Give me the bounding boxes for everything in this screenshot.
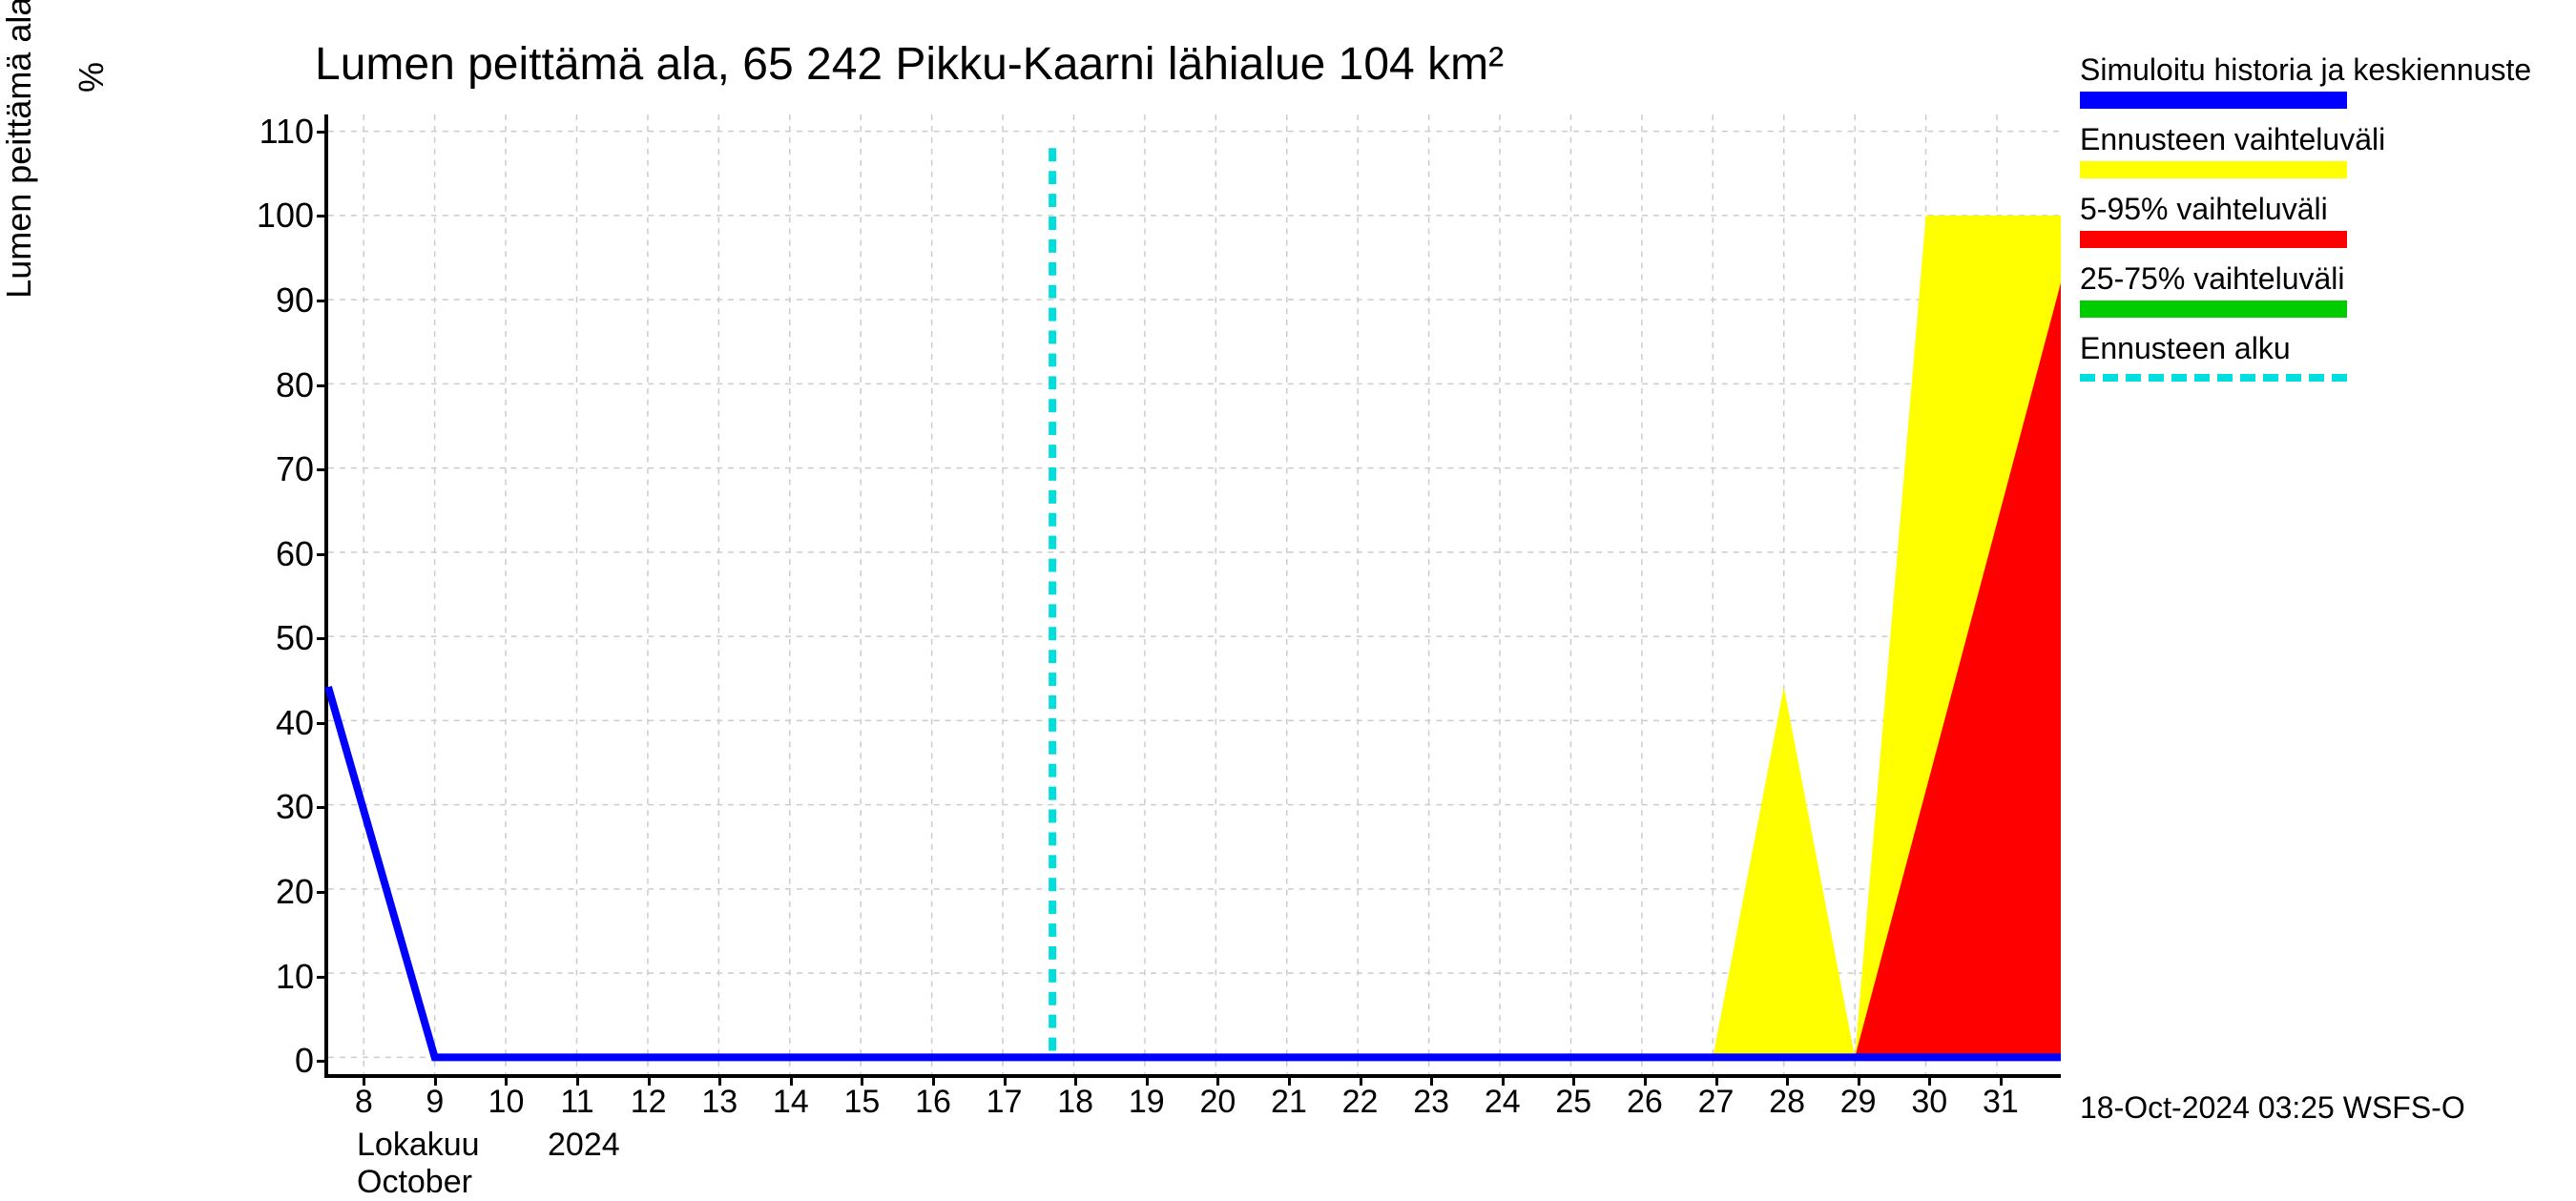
timestamp: 18-Oct-2024 03:25 WSFS-O (2080, 1090, 2465, 1126)
x-tick-mark (718, 1074, 721, 1086)
x-year-label: 2024 (548, 1074, 620, 1164)
legend-item: 5-95% vaihteluväli (2080, 192, 2531, 248)
chart-container: Lumen peittämä ala / Snow cover area % L… (0, 0, 2576, 1145)
chart-title: Lumen peittämä ala, 65 242 Pikku-Kaarni … (315, 38, 1504, 91)
y-tick-mark (317, 891, 328, 894)
month-fi: Lokakuu (357, 1127, 480, 1163)
legend-swatch (2080, 161, 2347, 178)
x-tick-mark (790, 1074, 793, 1086)
legend-label: 5-95% vaihteluväli (2080, 192, 2531, 227)
x-tick-mark (932, 1074, 935, 1086)
legend-item: Simuloitu historia ja keskiennuste (2080, 52, 2531, 109)
legend-label: Ennusteen vaihteluväli (2080, 122, 2531, 157)
month-en: October (357, 1164, 472, 1200)
legend-label: Simuloitu historia ja keskiennuste (2080, 52, 2531, 88)
legend-swatch (2080, 374, 2347, 382)
legend-item: 25-75% vaihteluväli (2080, 261, 2531, 318)
x-tick-mark (861, 1074, 863, 1086)
x-tick-mark (1715, 1074, 1718, 1086)
y-tick-mark (317, 131, 328, 134)
x-month-label: Lokakuu October (357, 1074, 480, 1201)
plot-area: 0102030405060708090100110 89101112131415… (324, 114, 2061, 1078)
y-tick-mark (317, 468, 328, 471)
x-tick-mark (648, 1074, 651, 1086)
y-tick-mark (317, 976, 328, 979)
x-tick-mark (1502, 1074, 1505, 1086)
x-tick-mark (1430, 1074, 1433, 1086)
x-tick-mark (1074, 1074, 1077, 1086)
x-tick-mark (1004, 1074, 1007, 1086)
x-tick-mark (1360, 1074, 1362, 1086)
y-tick-mark (317, 637, 328, 640)
x-tick-mark (2000, 1074, 2003, 1086)
x-tick-mark (1572, 1074, 1575, 1086)
x-tick-mark (1786, 1074, 1789, 1086)
legend-item: Ennusteen alku (2080, 331, 2531, 382)
x-tick-mark (1146, 1074, 1149, 1086)
legend-swatch (2080, 92, 2347, 109)
y-tick-mark (317, 215, 328, 217)
x-tick-mark (1644, 1074, 1647, 1086)
y-axis-unit: % (72, 62, 112, 93)
x-tick-mark (505, 1074, 508, 1086)
legend-swatch (2080, 231, 2347, 248)
x-tick-mark (1288, 1074, 1291, 1086)
y-tick-mark (317, 384, 328, 387)
plot-svg (328, 114, 2061, 1074)
y-axis-label: Lumen peittämä ala / Snow cover area (0, 0, 39, 299)
legend-swatch (2080, 300, 2347, 318)
x-tick-mark (1858, 1074, 1860, 1086)
y-tick-mark (317, 722, 328, 725)
y-tick-mark (317, 300, 328, 302)
legend: Simuloitu historia ja keskiennuste Ennust… (2080, 52, 2531, 395)
x-tick-mark (1216, 1074, 1219, 1086)
legend-item: Ennusteen vaihteluväli (2080, 122, 2531, 178)
x-tick-mark (1928, 1074, 1931, 1086)
legend-label: Ennusteen alku (2080, 331, 2531, 366)
y-tick-mark (317, 1060, 328, 1063)
legend-label: 25-75% vaihteluväli (2080, 261, 2531, 297)
y-tick-mark (317, 806, 328, 809)
y-tick-mark (317, 553, 328, 556)
